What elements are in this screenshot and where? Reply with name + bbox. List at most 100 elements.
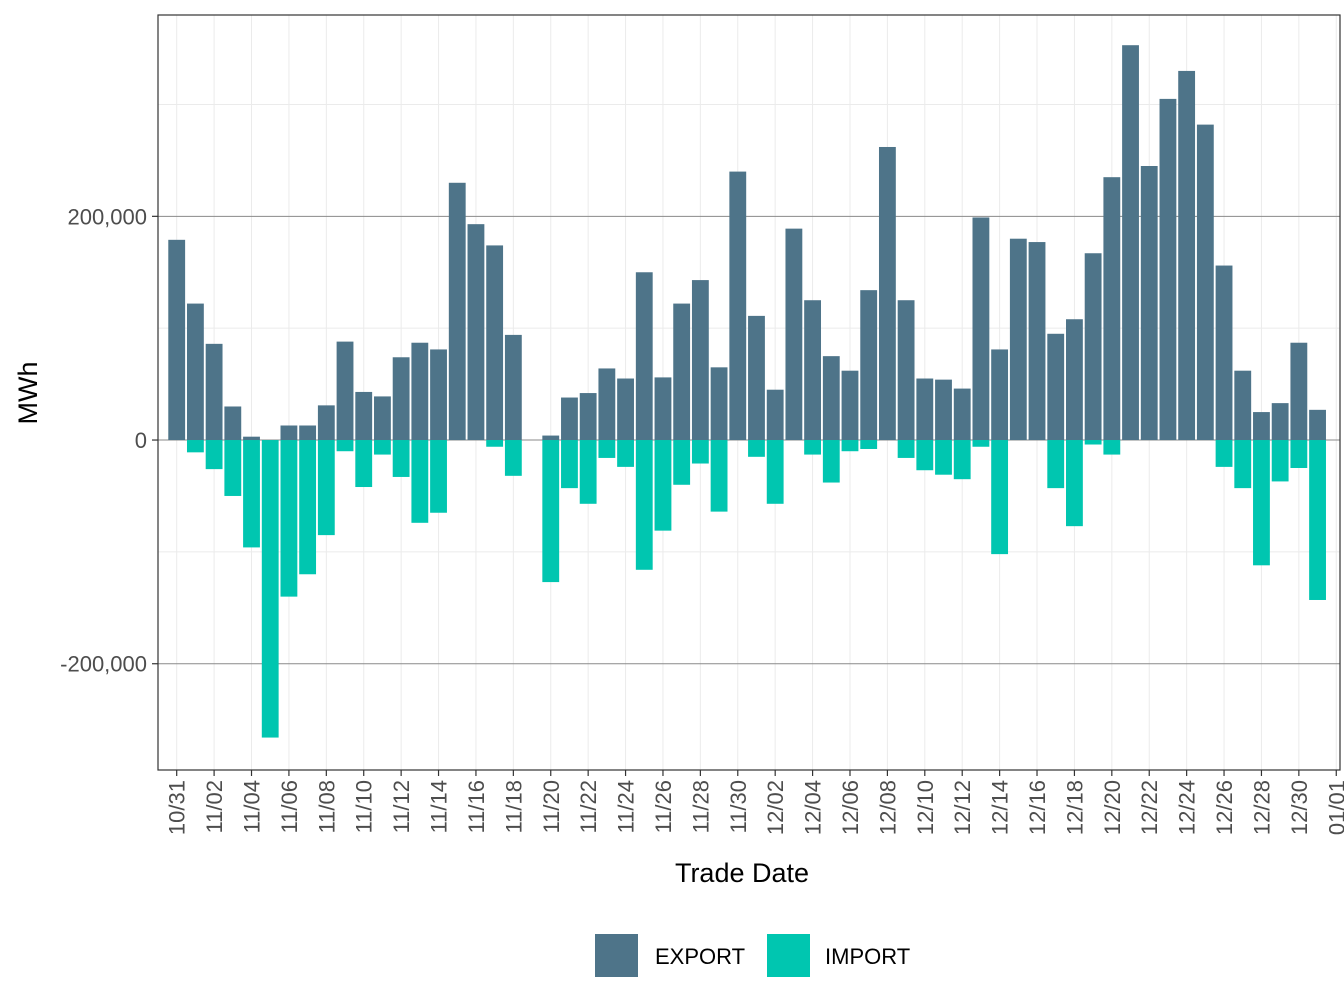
bar-export-11-15: [448, 182, 466, 441]
bar-export-12-17: [1047, 333, 1065, 441]
bar-import-11-28: [691, 440, 709, 464]
bar-export-11-20: [542, 435, 560, 441]
bar-import-12-06: [841, 440, 859, 452]
x-tick-label: 12/04: [801, 780, 826, 835]
bar-import-12-05: [822, 440, 840, 483]
x-tick-label: 12/10: [913, 780, 938, 835]
plot-border: [157, 14, 1341, 771]
bar-import-12-27: [1234, 440, 1252, 489]
bar-export-12-30: [1290, 342, 1308, 441]
legend-label-export: EXPORT: [655, 944, 745, 969]
bar-export-12-23: [1159, 98, 1177, 441]
bar-export-11-02: [205, 343, 223, 441]
y-tick-label: 0: [135, 428, 147, 453]
bar-export-12-27: [1234, 370, 1252, 441]
bar-export-12-03: [785, 228, 803, 441]
bar-export-11-09: [336, 341, 354, 441]
bar-export-12-21: [1122, 45, 1139, 441]
bar-export-11-28: [691, 280, 709, 441]
bar-import-11-09: [336, 440, 354, 452]
bar-import-11-01: [186, 440, 204, 453]
legend-label-import: IMPORT: [825, 944, 910, 969]
bar-import-11-22: [579, 440, 597, 504]
bar-export-11-12: [392, 357, 410, 441]
bar-export-12-13: [972, 217, 990, 441]
bar-export-12-15: [1009, 238, 1027, 441]
x-tick-label: 12/14: [988, 780, 1013, 835]
bar-export-12-05: [822, 356, 840, 441]
bar-export-11-17: [486, 245, 504, 441]
bar-export-12-29: [1271, 403, 1289, 441]
x-tick-label: 11/20: [539, 780, 564, 833]
bar-import-11-25: [635, 440, 653, 570]
bar-import-11-23: [598, 440, 616, 458]
x-tick-label: 11/16: [464, 780, 489, 833]
x-tick-label: 12/06: [838, 780, 863, 835]
x-tick-label: 12/12: [950, 780, 975, 835]
bar-export-11-21: [561, 397, 578, 441]
bar-export-12-02: [766, 389, 784, 441]
bar-export-12-12: [953, 388, 971, 441]
x-axis-title: Trade Date: [675, 858, 809, 888]
bar-export-11-11: [374, 396, 391, 441]
bar-import-12-19: [1084, 440, 1102, 445]
bar-import-11-05: [261, 440, 279, 738]
bar-export-12-16: [1028, 242, 1046, 441]
bar-export-12-20: [1103, 177, 1121, 441]
x-tick-label: 01/01: [1324, 780, 1344, 835]
bar-export-11-30: [729, 171, 747, 441]
bar-import-12-31: [1309, 440, 1326, 600]
x-tick-label: 12/30: [1287, 780, 1312, 835]
bar-export-12-22: [1140, 166, 1158, 441]
y-tick-label: 200,000: [67, 204, 147, 229]
x-tick-label: 11/02: [202, 780, 227, 833]
bar-export-12-24: [1178, 70, 1196, 441]
y-tick-label: -200,000: [60, 652, 147, 677]
x-tick-label: 12/18: [1062, 780, 1087, 835]
bar-import-12-11: [935, 440, 952, 475]
bar-import-11-03: [224, 440, 242, 496]
x-tick-label: 11/06: [277, 780, 302, 833]
bar-export-11-06: [280, 425, 298, 441]
x-tick-label: 12/28: [1249, 780, 1274, 835]
bar-import-11-10: [355, 440, 373, 488]
x-tick-label: 11/24: [614, 780, 639, 833]
bar-export-12-28: [1253, 412, 1270, 441]
bar-import-11-08: [317, 440, 335, 536]
bar-import-11-21: [561, 440, 578, 489]
bar-import-12-09: [897, 440, 915, 458]
x-tick-label: 11/26: [651, 780, 676, 833]
bar-export-11-03: [224, 406, 242, 441]
bars: [168, 45, 1326, 738]
bar-import-11-29: [710, 440, 728, 512]
x-tick-label: 11/08: [314, 780, 339, 833]
bar-import-12-02: [766, 440, 784, 504]
bar-export-11-18: [504, 334, 522, 441]
bar-import-11-14: [430, 440, 447, 513]
bar-export-11-24: [617, 378, 634, 441]
x-tick-label: 12/16: [1025, 780, 1050, 835]
bar-import-12-01: [748, 440, 765, 457]
x-tick-label: 11/04: [240, 780, 265, 833]
x-tick-label: 12/24: [1175, 780, 1200, 835]
x-tick-label: 11/28: [688, 780, 713, 833]
x-tick-label: 11/12: [389, 780, 414, 833]
bar-export-11-04: [243, 436, 260, 441]
bar-export-12-04: [804, 300, 822, 441]
bar-import-11-17: [486, 440, 504, 447]
legend-key-import: [767, 934, 810, 977]
x-tick-label: 12/26: [1212, 780, 1237, 835]
x-tick-label: 11/10: [352, 780, 377, 833]
x-tick-label: 11/14: [427, 780, 452, 833]
bar-import-11-06: [280, 440, 298, 597]
legend: EXPORT IMPORT: [595, 934, 910, 977]
bar-import-12-18: [1066, 440, 1083, 527]
bar-export-11-01: [186, 303, 204, 441]
x-axis: 10/31 11/02 11/04 11/06 11/08 11/10 11/12 11/14…: [165, 770, 1344, 835]
bar-export-11-16: [467, 224, 485, 441]
bar-export-12-19: [1084, 253, 1102, 441]
bar-import-12-12: [953, 440, 971, 480]
bar-import-11-07: [299, 440, 317, 575]
bar-import-12-10: [916, 440, 934, 471]
